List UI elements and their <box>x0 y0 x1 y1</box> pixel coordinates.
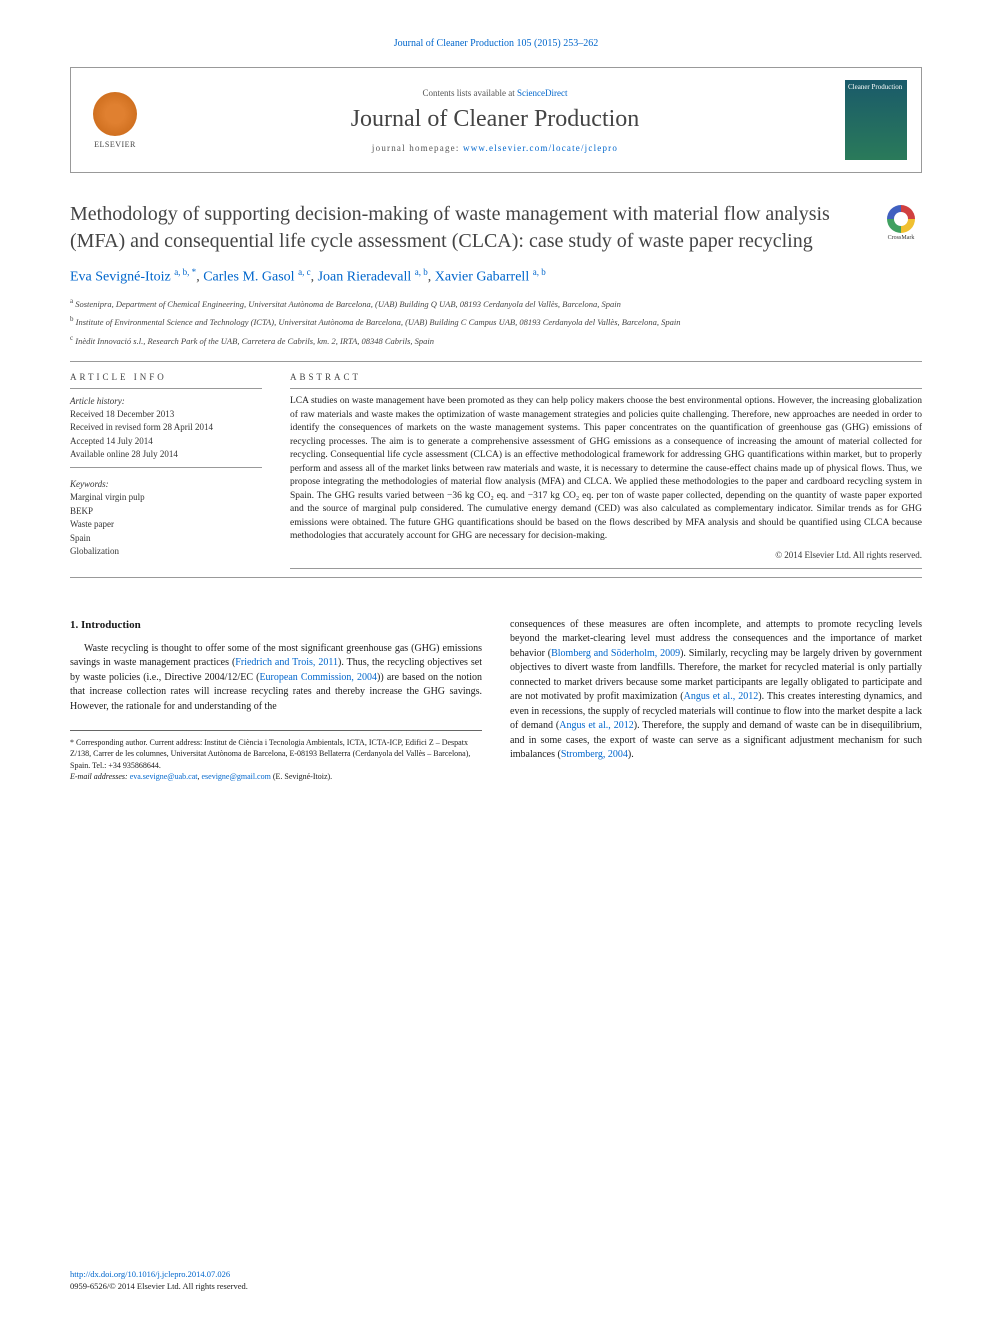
abstract-copyright: © 2014 Elsevier Ltd. All rights reserved… <box>290 550 922 560</box>
history-revised: Received in revised form 28 April 2014 <box>70 421 262 434</box>
history-received: Received 18 December 2013 <box>70 408 262 421</box>
divider-bottom <box>70 577 922 578</box>
elsevier-label: ELSEVIER <box>94 140 136 149</box>
history-accepted: Accepted 14 July 2014 <box>70 435 262 448</box>
footnote-block: * Corresponding author. Current address:… <box>70 730 482 782</box>
intro-p1-left: Waste recycling is thought to offer some… <box>70 642 482 715</box>
keyword-5: Globalization <box>70 545 262 559</box>
cite-stromberg[interactable]: Stromberg, 2004 <box>561 749 628 760</box>
email-addresses: E-mail addresses: eva.sevigne@uab.cat, e… <box>70 771 482 782</box>
author-4[interactable]: Xavier Gabarrell <box>435 270 529 285</box>
history-online: Available online 28 July 2014 <box>70 448 262 461</box>
aff-c-text: Inèdit Innovació s.l., Research Park of … <box>75 336 434 346</box>
title-row: Methodology of supporting decision-makin… <box>70 201 922 255</box>
header-center: Contents lists available at ScienceDirec… <box>145 88 845 153</box>
keyword-2: BEKP <box>70 505 262 519</box>
divider-top <box>70 361 922 362</box>
cite-ec2004[interactable]: European Commission, 2004 <box>259 672 377 683</box>
journal-cover-thumb[interactable]: Cleaner Production <box>845 80 907 160</box>
journal-name: Journal of Cleaner Production <box>155 106 835 133</box>
contents-available: Contents lists available at ScienceDirec… <box>155 88 835 98</box>
keywords-label: Keywords: <box>70 478 262 492</box>
author-3-aff: a, b <box>415 267 428 277</box>
intro-p1-right: consequences of these measures are often… <box>510 618 922 763</box>
body-col-right: consequences of these measures are often… <box>510 618 922 782</box>
aff-b-text: Institute of Environmental Science and T… <box>76 317 681 327</box>
intro-heading: 1. Introduction <box>70 618 482 634</box>
email-1[interactable]: eva.sevigne@uab.cat <box>130 772 198 781</box>
email-label: E-mail addresses: <box>70 772 128 781</box>
crossmark-badge[interactable]: CrossMark <box>880 205 922 247</box>
issn-copyright: 0959-6526/© 2014 Elsevier Ltd. All right… <box>70 1281 248 1291</box>
author-4-aff: a, b <box>533 267 546 277</box>
page-footer: http://dx.doi.org/10.1016/j.jclepro.2014… <box>70 1269 922 1293</box>
homepage-prefix: journal homepage: <box>372 143 463 153</box>
cover-text: Cleaner Production <box>848 83 902 91</box>
intro-p2-e: ). <box>628 749 634 760</box>
email-2[interactable]: esevigne@gmail.com <box>201 772 270 781</box>
doi-link[interactable]: http://dx.doi.org/10.1016/j.jclepro.2014… <box>70 1269 230 1279</box>
keyword-1: Marginal virgin pulp <box>70 491 262 505</box>
cite-blomberg[interactable]: Blomberg and Söderholm, 2009 <box>551 648 680 659</box>
journal-homepage: journal homepage: www.elsevier.com/locat… <box>155 143 835 153</box>
crossmark-label: CrossMark <box>888 235 915 241</box>
elsevier-tree-icon <box>93 92 137 136</box>
article-info-label: ARTICLE INFO <box>70 372 262 382</box>
aff-a-text: Sostenipra, Department of Chemical Engin… <box>75 298 621 308</box>
contents-prefix: Contents lists available at <box>423 88 517 98</box>
sciencedirect-link[interactable]: ScienceDirect <box>517 88 567 98</box>
affiliation-c: c Inèdit Innovació s.l., Research Park o… <box>70 333 922 348</box>
abstract-label: ABSTRACT <box>290 372 922 382</box>
cite-angus-2[interactable]: Angus et al., 2012 <box>559 720 633 731</box>
article-title: Methodology of supporting decision-makin… <box>70 201 862 255</box>
cite-angus-1[interactable]: Angus et al., 2012 <box>684 691 759 702</box>
keyword-3: Waste paper <box>70 518 262 532</box>
elsevier-logo[interactable]: ELSEVIER <box>85 85 145 155</box>
authors-line: Eva Sevigné-Itoiz a, b, *, Carles M. Gas… <box>70 267 922 286</box>
citation-line[interactable]: Journal of Cleaner Production 105 (2015)… <box>70 38 922 49</box>
body-columns: 1. Introduction Waste recycling is thoug… <box>70 618 922 782</box>
article-info: ARTICLE INFO Article history: Received 1… <box>70 372 262 568</box>
crossmark-icon <box>887 205 915 233</box>
author-1[interactable]: Eva Sevigné-Itoiz <box>70 270 171 285</box>
article-history: Article history: Received 18 December 20… <box>70 395 262 460</box>
cite-friedrich[interactable]: Friedrich and Trois, 2011 <box>235 657 338 668</box>
keyword-4: Spain <box>70 532 262 546</box>
info-abstract-row: ARTICLE INFO Article history: Received 1… <box>70 372 922 568</box>
email-tail: (E. Sevigné-Itoiz). <box>271 772 332 781</box>
body-col-left: 1. Introduction Waste recycling is thoug… <box>70 618 482 782</box>
history-label: Article history: <box>70 395 262 408</box>
author-2[interactable]: Carles M. Gasol <box>203 270 294 285</box>
corresponding-author: * Corresponding author. Current address:… <box>70 737 482 771</box>
author-1-aff: a, b, * <box>174 267 196 277</box>
abstract-text: LCA studies on waste management have bee… <box>290 395 922 543</box>
author-2-aff: a, c <box>298 267 311 277</box>
affiliation-a: a Sostenipra, Department of Chemical Eng… <box>70 296 922 311</box>
abstract-column: ABSTRACT LCA studies on waste management… <box>290 372 922 568</box>
homepage-url[interactable]: www.elsevier.com/locate/jclepro <box>463 143 618 153</box>
author-3[interactable]: Joan Rieradevall <box>318 270 412 285</box>
keywords-block: Keywords: Marginal virgin pulp BEKP Wast… <box>70 478 262 559</box>
journal-header: ELSEVIER Contents lists available at Sci… <box>70 67 922 173</box>
affiliation-b: b Institute of Environmental Science and… <box>70 314 922 329</box>
